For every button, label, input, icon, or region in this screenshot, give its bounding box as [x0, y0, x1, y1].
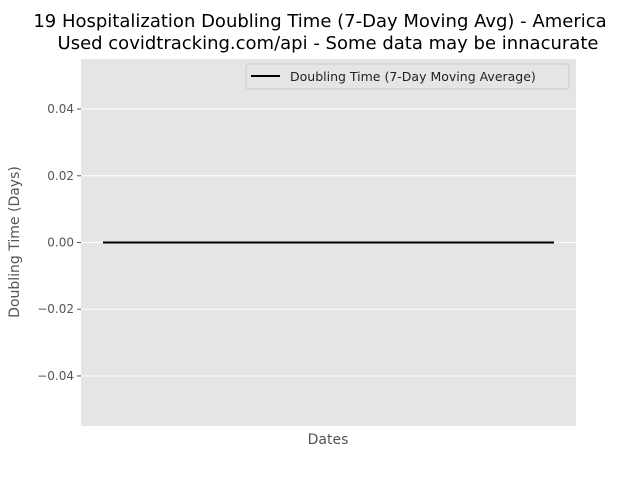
y-axis-label: Doubling Time (Days) [7, 166, 23, 318]
legend: Doubling Time (7-Day Moving Average) [245, 63, 570, 90]
y-tick-label: 0.02 [47, 169, 74, 183]
legend-box [245, 63, 570, 90]
y-tick-label: −0.02 [37, 302, 74, 316]
y-tick-labels: −0.04 −0.02 0.00 0.02 0.04 [37, 102, 81, 383]
chart-title-line-2: Used covidtracking.com/api - Some data m… [58, 33, 599, 54]
y-tick-label: −0.04 [37, 369, 74, 383]
legend-entry-label: Doubling Time (7-Day Moving Average) [290, 69, 536, 84]
y-tick-label: 0.00 [47, 236, 74, 250]
x-axis-label: Dates [308, 432, 349, 448]
chart-title-line-1: 19 Hospitalization Doubling Time (7-Day … [33, 11, 606, 32]
y-tick-label: 0.04 [47, 102, 74, 116]
